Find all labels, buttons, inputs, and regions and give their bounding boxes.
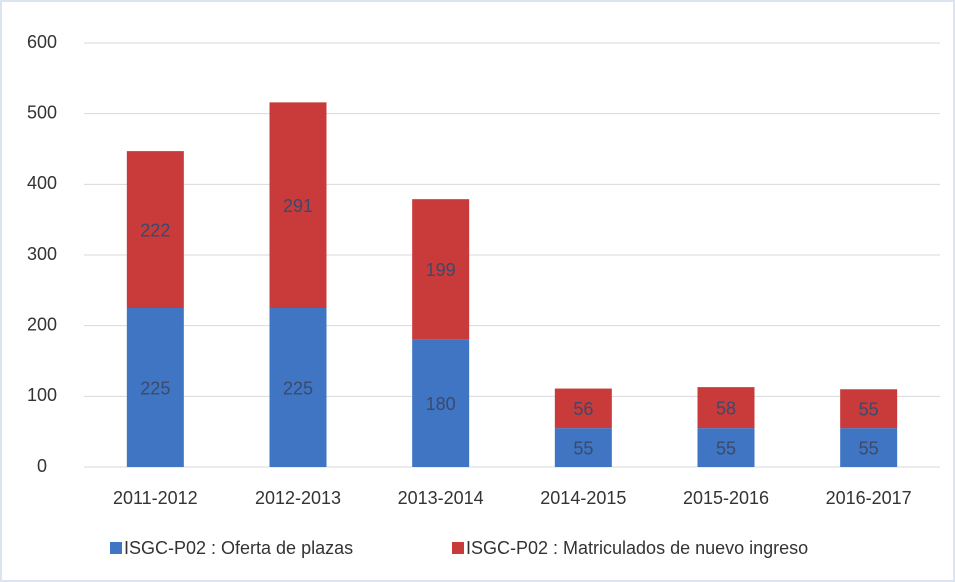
legend-swatch xyxy=(452,542,464,554)
x-tick-label: 2015-2016 xyxy=(683,488,769,508)
y-tick-label: 200 xyxy=(27,314,57,334)
data-label: 225 xyxy=(140,378,170,398)
bar-segment xyxy=(840,389,898,429)
legend-label: ISGC-P02 : Oferta de plazas xyxy=(124,538,353,558)
bar-segment xyxy=(126,308,184,467)
data-label: 291 xyxy=(283,196,313,216)
bar-segment xyxy=(697,428,755,467)
x-tick-label: 2013-2014 xyxy=(398,488,484,508)
data-label: 55 xyxy=(859,399,879,419)
bar-segment xyxy=(840,428,898,467)
legend-label: ISGC-P02 : Matriculados de nuevo ingreso xyxy=(466,538,808,558)
data-label: 180 xyxy=(426,394,456,414)
bar-segment xyxy=(412,199,470,340)
y-tick-label: 300 xyxy=(27,244,57,264)
bar-segment xyxy=(697,387,755,429)
y-tick-label: 100 xyxy=(27,385,57,405)
data-label: 199 xyxy=(426,260,456,280)
data-label: 55 xyxy=(859,438,879,458)
data-label: 58 xyxy=(716,398,736,418)
data-label: 222 xyxy=(140,220,170,240)
bar-segment xyxy=(269,308,327,467)
x-tick-label: 2016-2017 xyxy=(826,488,912,508)
bar-segment xyxy=(126,151,184,308)
bar-segment xyxy=(554,388,612,429)
bar-segment xyxy=(412,339,470,467)
x-tick-label: 2012-2013 xyxy=(255,488,341,508)
x-tick-label: 2014-2015 xyxy=(540,488,626,508)
y-tick-label: 500 xyxy=(27,102,57,122)
y-tick-label: 600 xyxy=(27,32,57,52)
data-label: 55 xyxy=(573,438,593,458)
bar-segment xyxy=(554,428,612,467)
data-label: 55 xyxy=(716,438,736,458)
data-label: 56 xyxy=(573,399,593,419)
x-tick-label: 2011-2012 xyxy=(113,488,198,508)
y-tick-label: 400 xyxy=(27,173,57,193)
bar-segment xyxy=(269,102,327,308)
legend-swatch xyxy=(110,542,122,554)
y-tick-label: 0 xyxy=(37,456,47,476)
data-label: 225 xyxy=(283,378,313,398)
